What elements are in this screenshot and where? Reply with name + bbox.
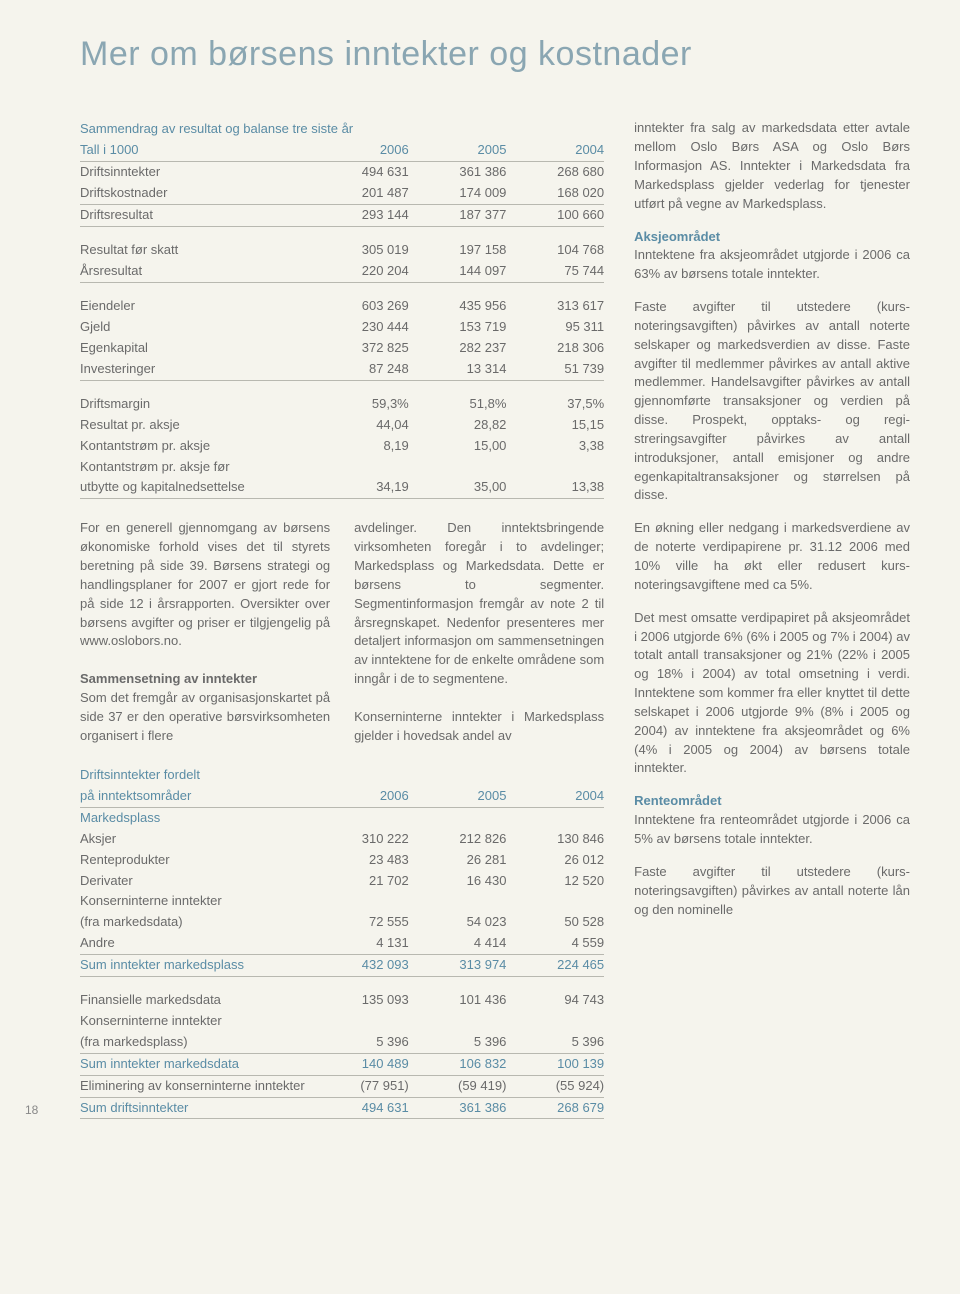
table1-y2: 2005 — [409, 140, 507, 161]
revenue-areas-table: Driftsinntekter fordelt på inntektsområd… — [80, 765, 604, 1119]
para-1: For en generell gjennomgang av børsens ø… — [80, 519, 330, 651]
table2-sub1: Markedsplass — [80, 808, 604, 829]
right-p2: Inntektene fra aksjeområdet utgjorde i 2… — [634, 247, 910, 281]
summary-table: Sammendrag av resultat og balanse tre si… — [80, 119, 604, 499]
right-p3: Faste avgifter til utstedere (kurs­noter… — [634, 298, 910, 505]
table-row: (fra markedsdata)72 55554 02350 528 — [80, 912, 604, 933]
right-h2: Renteområdet — [634, 793, 721, 808]
table-row: Gjeld230 444153 71995 311 — [80, 317, 604, 338]
table-row: Eliminering av konserninterne inntekter(… — [80, 1075, 604, 1097]
para-4: Konserninterne inntekter i Markeds­plass… — [354, 708, 604, 746]
table-row: Driftsinntekter494 631361 386268 680 — [80, 161, 604, 182]
table-row: Resultat pr. aksje44,0428,8215,15 — [80, 415, 604, 436]
page-number: 18 — [25, 1102, 38, 1119]
table2-title1: Driftsinntekter fordelt — [80, 765, 604, 786]
table-row: Kontantstrøm pr. aksje før — [80, 457, 604, 478]
body-col-left: For en generell gjennomgang av børsens ø… — [80, 519, 330, 745]
right-p5: Det mest omsatte verdipapiret på aksjeom… — [634, 609, 910, 779]
right-h1: Aksjeområdet — [634, 229, 720, 244]
para-2: Som det fremgår av organisasjons­kartet … — [80, 690, 330, 743]
right-p6: Inntektene fra renteområdet utgjorde i 2… — [634, 812, 910, 846]
table-row: Egenkapital372 825282 237218 306 — [80, 338, 604, 359]
table-row: Konserninterne inntekter — [80, 1011, 604, 1032]
table-row: Årsresultat220 204144 09775 744 — [80, 261, 604, 282]
table-row: Driftskostnader201 487174 009168 020 — [80, 183, 604, 204]
right-p1: inntekter fra salg av markedsdata etter … — [634, 119, 910, 213]
right-p4: En økning eller nedgang i markeds­verdie… — [634, 519, 910, 594]
table-row: Resultat før skatt305 019197 158104 768 — [80, 240, 604, 261]
table-row: (fra markedsplass)5 3965 3965 396 — [80, 1032, 604, 1053]
table-row: utbytte og kapitalnedsettelse34,1935,001… — [80, 477, 604, 498]
table-row: Aksjer310 222212 826130 846 — [80, 829, 604, 850]
table-row: Investeringer87 24813 31451 739 — [80, 359, 604, 380]
table-row: Andre4 1314 4144 559 — [80, 933, 604, 954]
table1-sublabel: Tall i 1000 — [80, 140, 311, 161]
table-row-sum: Sum inntekter markedsdata140 489106 8321… — [80, 1053, 604, 1075]
table-row: Konserninterne inntekter — [80, 891, 604, 912]
table1-y1: 2006 — [311, 140, 409, 161]
table-row: Derivater21 70216 43012 520 — [80, 871, 604, 892]
para-3: avdelinger. Den inntektsbringende virkso… — [354, 519, 604, 689]
body-col-mid: avdelinger. Den inntektsbringende virkso… — [354, 519, 604, 745]
subhead-sammensetning: Sammensetning av inntekter — [80, 671, 257, 686]
table-row-sum: Sum inntekter markedsplass432 093313 974… — [80, 955, 604, 977]
table-row: Renteprodukter23 48326 28126 012 — [80, 850, 604, 871]
table-row: Driftsresultat293 144187 377100 660 — [80, 204, 604, 226]
table2-title2: på inntektsområder — [80, 786, 311, 807]
right-p7: Faste avgifter til utstedere (kurs­noter… — [634, 863, 910, 920]
table-row: Finansielle markedsdata135 093101 43694 … — [80, 990, 604, 1011]
right-column: inntekter fra salg av markedsdata etter … — [634, 119, 910, 1119]
table-row: Driftsmargin59,3%51,8%37,5% — [80, 394, 604, 415]
table-row: Eiendeler603 269435 956313 617 — [80, 296, 604, 317]
page-title: Mer om børsens inntekter og kostnader — [80, 30, 910, 79]
table-row-sum: Sum driftsinntekter494 631361 386268 679 — [80, 1097, 604, 1119]
table1-y3: 2004 — [506, 140, 604, 161]
table1-title: Sammendrag av resultat og balanse tre si… — [80, 119, 604, 140]
table-row: Kontantstrøm pr. aksje8,1915,003,38 — [80, 436, 604, 457]
